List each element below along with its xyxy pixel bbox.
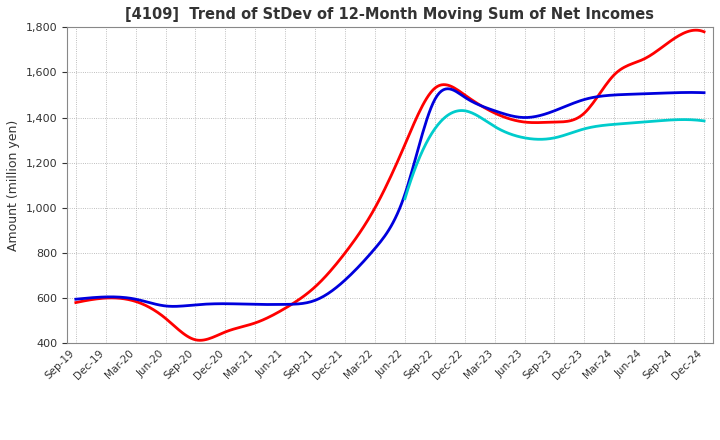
5 Years bbox=[71, 297, 80, 302]
3 Years bbox=[446, 83, 454, 88]
5 Years bbox=[606, 93, 614, 98]
3 Years bbox=[195, 337, 204, 343]
3 Years bbox=[71, 300, 80, 305]
7 Years bbox=[580, 126, 588, 132]
5 Years bbox=[645, 91, 654, 96]
7 Years bbox=[700, 118, 708, 124]
5 Years bbox=[168, 304, 177, 309]
5 Years bbox=[448, 87, 456, 92]
5 Years bbox=[450, 88, 459, 93]
7 Years bbox=[654, 118, 662, 124]
Line: 3 Years: 3 Years bbox=[76, 30, 704, 340]
7 Years bbox=[458, 108, 467, 113]
Line: 7 Years: 7 Years bbox=[405, 110, 704, 199]
7 Years bbox=[402, 193, 410, 198]
Title: [4109]  Trend of StDev of 12-Month Moving Sum of Net Incomes: [4109] Trend of StDev of 12-Month Moving… bbox=[125, 7, 654, 22]
Y-axis label: Amount (million yen): Amount (million yen) bbox=[7, 120, 20, 251]
5 Years bbox=[700, 90, 708, 95]
3 Years bbox=[700, 29, 708, 34]
5 Years bbox=[73, 297, 82, 302]
5 Years bbox=[460, 95, 469, 100]
7 Years bbox=[672, 117, 681, 122]
Line: 5 Years: 5 Years bbox=[76, 89, 704, 306]
3 Years bbox=[603, 80, 612, 85]
3 Years bbox=[458, 91, 467, 96]
7 Years bbox=[400, 196, 409, 202]
7 Years bbox=[579, 127, 588, 132]
7 Years bbox=[585, 125, 593, 130]
5 Years bbox=[444, 86, 452, 92]
3 Years bbox=[691, 28, 700, 33]
3 Years bbox=[73, 300, 82, 305]
3 Years bbox=[643, 55, 652, 60]
3 Years bbox=[448, 84, 456, 89]
